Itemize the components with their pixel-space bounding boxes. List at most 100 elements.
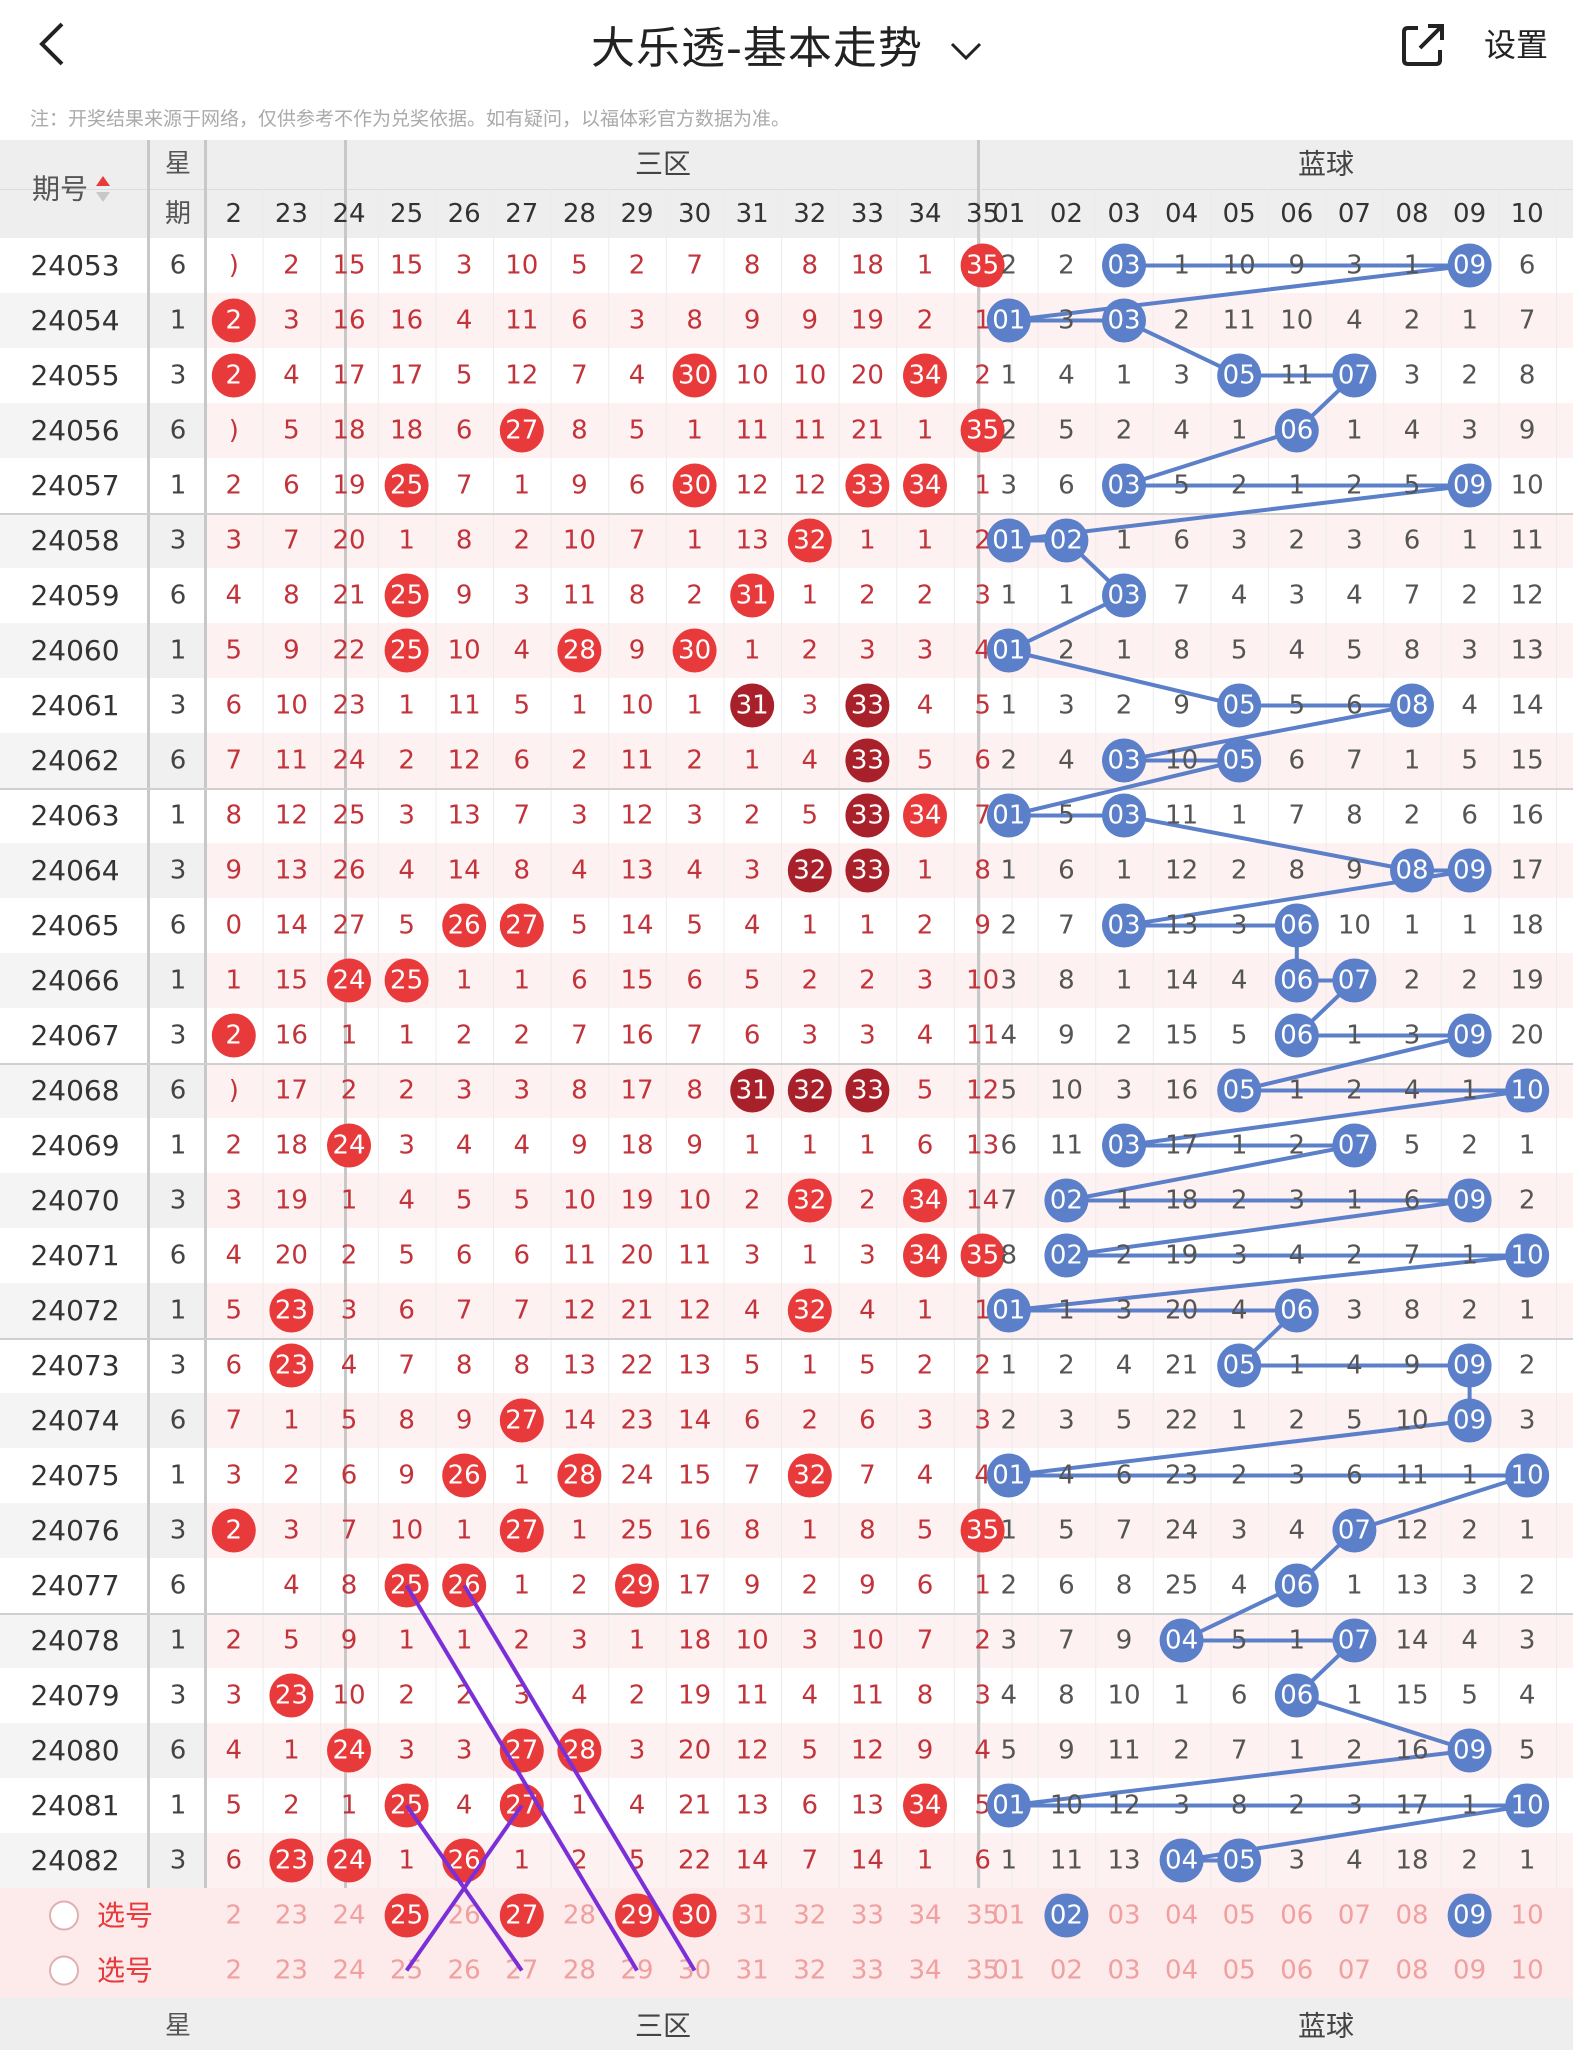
blue-miss-count: 16 (1511, 801, 1544, 831)
front-miss-count: 7 (226, 746, 243, 776)
front-miss-count: 6 (226, 1351, 243, 1381)
blue-miss-count: 1 (1231, 1406, 1248, 1436)
blue-miss-count: 17 (1395, 1791, 1428, 1821)
red-ball-number: 24 (332, 1736, 365, 1766)
front-col-header: 27 (505, 199, 538, 229)
issue-number: 24075 (30, 1459, 119, 1492)
red-ball-number: 26 (448, 911, 481, 941)
blue-miss-count: 1 (1461, 526, 1478, 556)
row-bg-left (0, 678, 150, 733)
front-miss-count: 5 (917, 1516, 934, 1546)
blue-miss-count: 15 (1395, 1681, 1428, 1711)
back-arrow-icon[interactable] (34, 20, 74, 68)
blue-ball-number: 09 (1453, 1186, 1486, 1216)
blue-miss-count: 9 (1116, 1626, 1133, 1656)
front-miss-count: 11 (563, 1241, 596, 1271)
front-miss-count: 3 (514, 581, 531, 611)
front-miss-count: 2 (629, 251, 646, 281)
front-miss-count: 5 (226, 636, 243, 666)
red-ball-number: 34 (908, 1186, 941, 1216)
red-ball-number: 24 (332, 1846, 365, 1876)
blue-miss-count: 4 (1001, 1681, 1018, 1711)
row-bg-left (0, 1833, 150, 1888)
front-miss-count: 18 (851, 251, 884, 281)
blue-miss-count: 1 (1173, 1681, 1190, 1711)
front-miss-count: 6 (917, 1131, 934, 1161)
blue-miss-count: 25 (1165, 1571, 1198, 1601)
pick-blue-option: 04 (1165, 1956, 1198, 1986)
front-miss-count: 1 (686, 691, 703, 721)
issue-number: 24079 (30, 1679, 119, 1712)
blue-miss-count: 12 (1395, 1516, 1428, 1546)
front-miss-count: 20 (620, 1241, 653, 1271)
red-ball-number: 27 (505, 911, 538, 941)
blue-miss-count: 1 (1116, 966, 1133, 996)
red-ball-number: 2 (226, 306, 243, 336)
blue-ball-number: 02 (1050, 526, 1083, 556)
issue-number: 24057 (30, 469, 119, 502)
share-icon[interactable] (1398, 20, 1448, 70)
red-ball (442, 903, 487, 948)
red-ball-number: 35 (966, 251, 999, 281)
front-miss-count: 8 (686, 306, 703, 336)
col-line (608, 189, 610, 1888)
blue-ball (986, 793, 1031, 838)
blue-miss-count: 2 (1519, 1186, 1536, 1216)
front-miss-count: 2 (686, 581, 703, 611)
pick-blue-option: 05 (1223, 1956, 1256, 1986)
pick-red-number: 27 (505, 1901, 538, 1931)
blue-miss-count: 9 (1519, 416, 1536, 446)
pick-blue-option: 03 (1107, 1956, 1140, 1986)
blue-ball (1217, 1343, 1262, 1388)
red-ball (557, 1453, 602, 1498)
blue-miss-count: 4 (1289, 1516, 1306, 1546)
front-miss-count: 19 (620, 1186, 653, 1216)
blue-miss-count: 4 (1519, 1681, 1536, 1711)
blue-miss-count: 1 (1404, 746, 1421, 776)
front-miss-count: 6 (744, 1406, 761, 1436)
blue-miss-count: 11 (1165, 801, 1198, 831)
settings-button[interactable]: 设置 (1484, 26, 1549, 64)
blue-ball (1217, 683, 1262, 728)
red-ball (730, 573, 775, 618)
blue-ball-number: 03 (1107, 471, 1140, 501)
front-miss-count: 4 (859, 1296, 876, 1326)
blue-miss-count: 3 (1404, 1021, 1421, 1051)
blue-ball (1447, 1178, 1492, 1223)
front-miss-count: 2 (629, 1681, 646, 1711)
front-miss-count: 0 (226, 911, 243, 941)
blue-miss-count: 1 (1001, 1516, 1018, 1546)
blue-miss-count: 4 (1231, 581, 1248, 611)
blue-miss-count: 17 (1165, 1131, 1198, 1161)
blue-miss-count: 1 (1116, 856, 1133, 886)
blue-ball-number: 04 (1165, 1846, 1198, 1876)
issue-number: 24071 (30, 1239, 119, 1272)
front-miss-count: 3 (341, 1296, 358, 1326)
front-miss-count: 9 (859, 1571, 876, 1601)
front-miss-count: ) (229, 416, 239, 446)
blue-ball (1044, 1233, 1089, 1278)
red-ball-number: 35 (966, 1241, 999, 1271)
front-miss-count: 3 (744, 1241, 761, 1271)
front-miss-count: 19 (851, 306, 884, 336)
page-title[interactable]: 大乐透-基本走势 (0, 12, 1573, 76)
blue-ball (1505, 1068, 1550, 1113)
front-miss-count: 2 (744, 1186, 761, 1216)
blue-miss-count: 1 (1289, 1736, 1306, 1766)
front-miss-count: 12 (966, 1076, 999, 1106)
red-ball-number: 28 (563, 636, 596, 666)
blue-miss-count: 4 (1058, 361, 1075, 391)
blue-ball-number: 08 (1395, 691, 1428, 721)
red-ball-number: 23 (275, 1681, 308, 1711)
group-line (0, 1613, 1573, 1615)
blue-ball (1274, 958, 1319, 1003)
blue-miss-count: 1 (1001, 361, 1018, 391)
blue-ball-number: 03 (1107, 911, 1140, 941)
issue-number: 24074 (30, 1404, 119, 1437)
front-miss-count: 4 (802, 1681, 819, 1711)
front-miss-count: 1 (917, 1846, 934, 1876)
front-miss-count: 1 (514, 1571, 531, 1601)
blue-miss-count: 10 (1395, 1406, 1428, 1436)
front-miss-count: 1 (744, 746, 761, 776)
front-miss-count: 3 (974, 1681, 991, 1711)
